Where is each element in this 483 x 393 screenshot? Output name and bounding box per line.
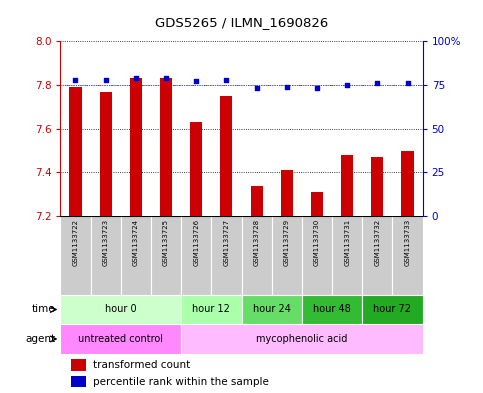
Bar [362,295,423,324]
Point [102,77,110,83]
Point [283,84,291,90]
Bar [271,216,302,295]
Bar [371,157,384,216]
Bar [99,92,112,216]
Text: GSM1133733: GSM1133733 [405,219,411,266]
Text: percentile rank within the sample: percentile rank within the sample [93,377,269,387]
Text: hour 24: hour 24 [253,305,291,314]
Bar [181,324,423,354]
Bar [71,359,86,371]
Bar [151,216,181,295]
Text: transformed count: transformed count [93,360,190,370]
Text: hour 72: hour 72 [373,305,412,314]
Bar [401,151,413,216]
Text: GSM1133725: GSM1133725 [163,219,169,266]
Text: GSM1133728: GSM1133728 [254,219,259,266]
Bar [302,295,362,324]
Text: hour 0: hour 0 [105,305,137,314]
Text: GSM1133730: GSM1133730 [314,219,320,266]
Bar [251,185,263,216]
Text: GSM1133732: GSM1133732 [374,219,380,266]
Text: hour 12: hour 12 [192,305,230,314]
Bar [160,79,172,216]
Text: GSM1133727: GSM1133727 [224,219,229,266]
Bar [341,155,353,216]
Bar [181,216,212,295]
Point [404,80,412,86]
Text: GSM1133731: GSM1133731 [344,219,350,266]
Bar [242,295,302,324]
Point [162,75,170,81]
Point [71,77,79,83]
Text: GSM1133722: GSM1133722 [72,219,78,266]
Text: time: time [32,305,56,314]
Bar [332,216,362,295]
Bar [302,216,332,295]
Bar [130,79,142,216]
Point [343,82,351,88]
Bar [60,324,181,354]
Text: GSM1133724: GSM1133724 [133,219,139,266]
Bar [70,87,82,216]
Bar [212,216,242,295]
Bar [121,216,151,295]
Text: mycophenolic acid: mycophenolic acid [256,334,348,344]
Bar [181,295,242,324]
Bar [362,216,393,295]
Text: GSM1133729: GSM1133729 [284,219,290,266]
Point [313,85,321,92]
Bar [242,216,271,295]
Bar [311,192,323,216]
Point [132,75,140,81]
Bar [220,96,232,216]
Point [192,78,200,84]
Bar [393,216,423,295]
Bar [281,170,293,216]
Text: GSM1133723: GSM1133723 [103,219,109,266]
Point [223,77,230,83]
Bar [71,376,86,387]
Text: untreated control: untreated control [78,334,163,344]
Bar [60,295,181,324]
Point [253,85,260,92]
Text: agent: agent [26,334,56,344]
Bar [60,216,91,295]
Text: hour 48: hour 48 [313,305,351,314]
Text: GSM1133726: GSM1133726 [193,219,199,266]
Bar [91,216,121,295]
Point [373,80,381,86]
Text: GDS5265 / ILMN_1690826: GDS5265 / ILMN_1690826 [155,17,328,29]
Bar [190,122,202,216]
